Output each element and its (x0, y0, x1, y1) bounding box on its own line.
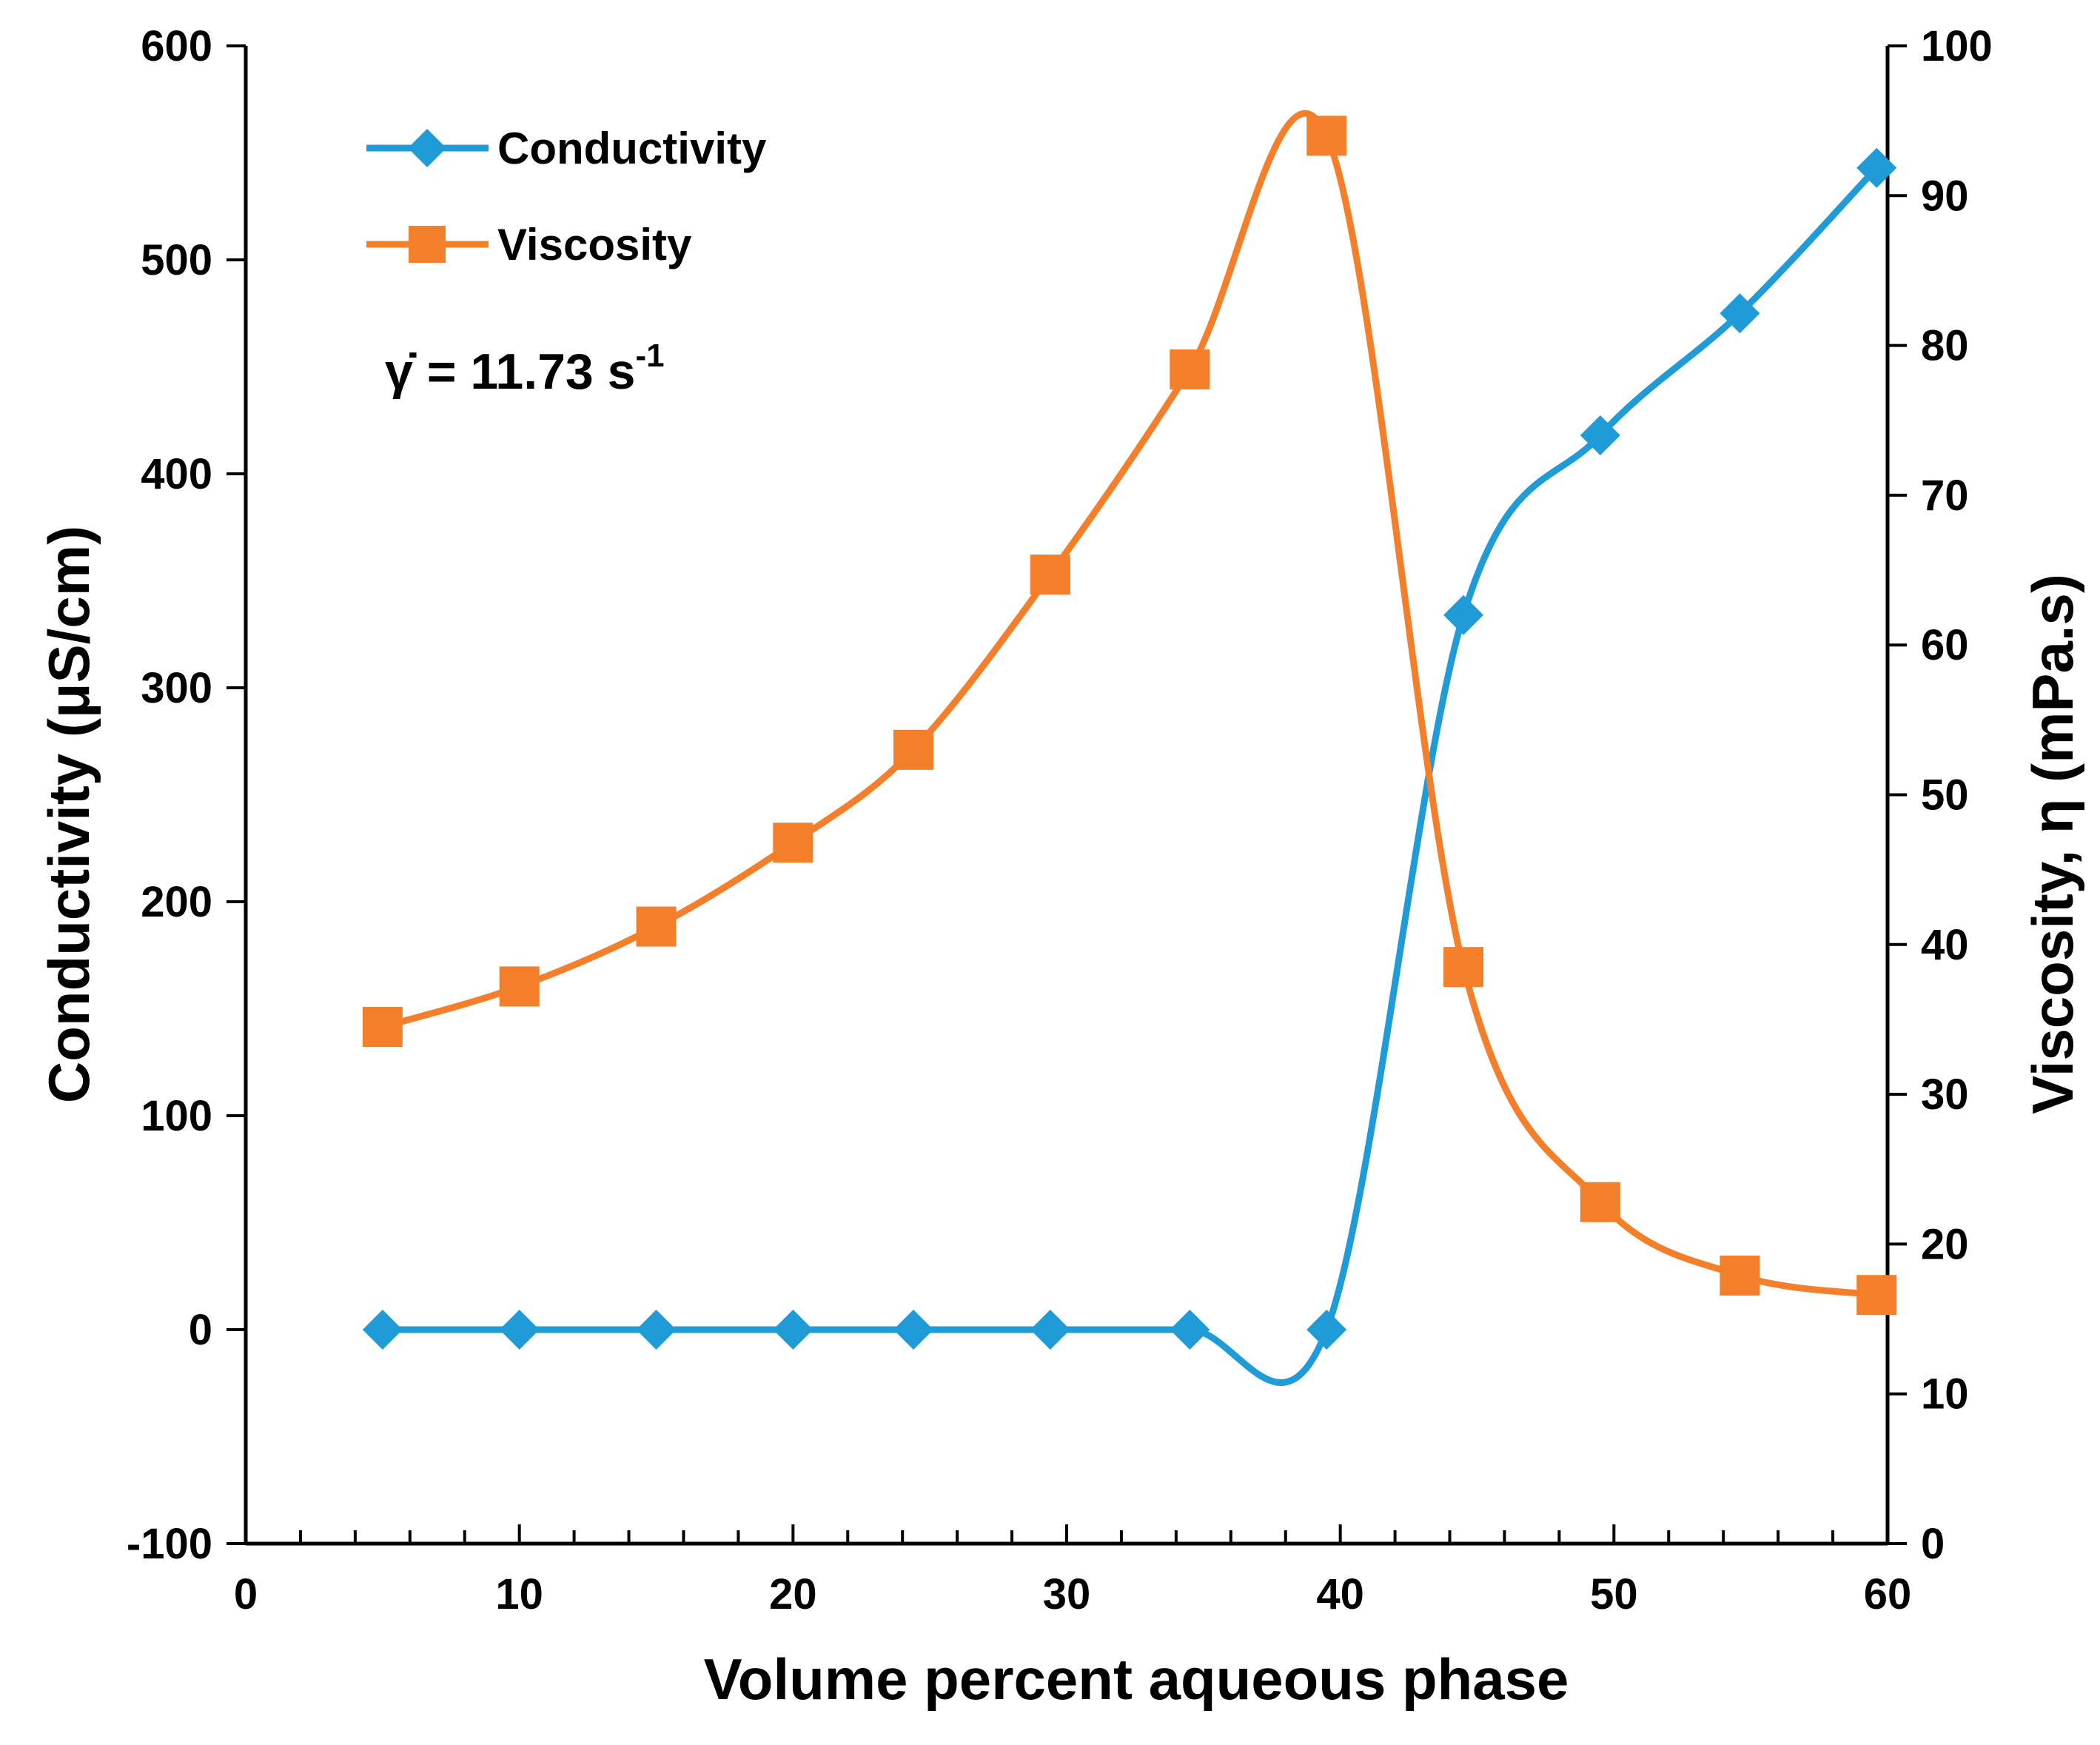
legend: Conductivity Viscosity (366, 124, 767, 269)
data-point-conductivity (893, 1310, 933, 1350)
data-point-viscosity (1720, 1255, 1760, 1296)
y-right-tick-labels: 0 10 20 30 40 50 60 70 80 90 100 (1921, 22, 1993, 1568)
data-point-conductivity (1443, 594, 1484, 635)
x-tick-label: 40 (1316, 1570, 1364, 1618)
data-point-conductivity (1306, 1310, 1347, 1350)
y-left-axis-title: Conductivity (μS/cm) (36, 526, 101, 1103)
x-tick-label: 50 (1590, 1570, 1638, 1618)
x-tick-labels: 0 10 20 30 40 50 60 (234, 1570, 1911, 1618)
data-point-viscosity (499, 966, 540, 1007)
y-right-tick-label: 0 (1921, 1520, 1945, 1568)
series (381, 110, 1879, 1386)
y-left-tick-label: 100 (141, 1092, 212, 1140)
data-point-conductivity (1580, 415, 1620, 455)
legend-label-viscosity: Viscosity (497, 220, 692, 269)
x-tick-label: 10 (495, 1570, 543, 1618)
y-left-tick-label: 600 (141, 22, 212, 70)
y-right-tick-label: 50 (1921, 771, 1969, 820)
data-point-conductivity (499, 1310, 540, 1350)
data-point-conductivity (1856, 147, 1897, 188)
y-left-tick-label: 200 (141, 878, 212, 926)
data-point-viscosity (1170, 349, 1210, 389)
y-left-tick-label: 0 (189, 1306, 212, 1354)
data-point-viscosity (1306, 115, 1347, 156)
y-right-tick-label: 60 (1921, 621, 1969, 669)
y-right-tick-label: 90 (1921, 172, 1969, 220)
legend-label-conductivity: Conductivity (497, 124, 767, 173)
legend-marker-conductivity (408, 129, 446, 167)
y-right-tick-label: 10 (1921, 1370, 1969, 1419)
data-point-viscosity (636, 906, 677, 947)
y-left-tick-label: 400 (141, 450, 212, 498)
legend-item-conductivity: Conductivity (366, 124, 767, 173)
data-point-viscosity (773, 823, 814, 863)
x-tick-label: 60 (1864, 1570, 1912, 1618)
x-tick-label: 30 (1043, 1570, 1091, 1618)
data-point-viscosity (362, 1007, 403, 1048)
data-point-conductivity (1030, 1310, 1070, 1350)
data-point-conductivity (1720, 293, 1760, 334)
shear-rate-annotation: γ̇ = 11.73 s-1 (385, 338, 665, 400)
y-right-tick-label: 100 (1921, 22, 1993, 70)
data-point-viscosity (1443, 947, 1484, 988)
data-point-viscosity (1580, 1182, 1620, 1222)
y-left-tick-label: 300 (141, 664, 212, 712)
data-point-viscosity (1856, 1275, 1897, 1316)
data-point-conductivity (636, 1310, 677, 1350)
y-right-tick-label: 70 (1921, 472, 1969, 520)
legend-item-viscosity: Viscosity (366, 220, 692, 269)
axes (227, 44, 1907, 1546)
y-right-tick-label: 40 (1921, 921, 1969, 969)
data-point-viscosity (1030, 555, 1070, 595)
y-right-tick-label: 30 (1921, 1071, 1969, 1119)
y-right-tick-label: 80 (1921, 322, 1969, 370)
data-point-conductivity (362, 1310, 403, 1350)
series-line-viscosity (381, 110, 1877, 1299)
data-point-viscosity (893, 729, 933, 770)
y-left-tick-label: 500 (141, 236, 212, 284)
data-point-conductivity (773, 1310, 814, 1350)
x-axis-title: Volume percent aqueous phase (704, 1647, 1569, 1712)
y-right-axis-title: Viscosity, η (mPa.s) (2020, 574, 2085, 1114)
y-right-tick-label: 20 (1921, 1220, 1969, 1268)
data-point-conductivity (1170, 1310, 1210, 1350)
legend-marker-viscosity (409, 226, 446, 263)
x-tick-label: 0 (234, 1570, 258, 1618)
y-left-tick-label: -100 (127, 1520, 212, 1568)
markers (362, 115, 1897, 1350)
y-left-tick-labels: -100 0 100 200 300 400 500 600 (127, 22, 212, 1568)
x-tick-label: 20 (769, 1570, 817, 1618)
